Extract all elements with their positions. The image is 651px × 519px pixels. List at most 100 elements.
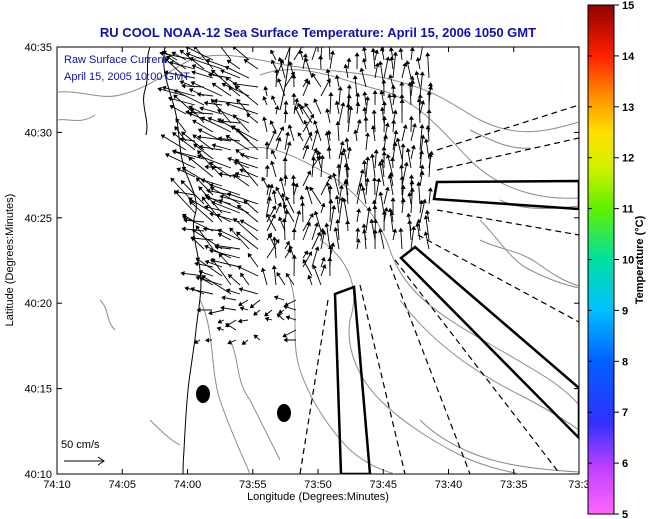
current-vector-arrow [302, 113, 315, 133]
current-vector-arrow [381, 151, 387, 169]
current-vector-arrow [227, 339, 237, 345]
current-vector-arrow [204, 337, 213, 343]
current-vector-arrow [361, 47, 367, 61]
current-vector-arrow [326, 129, 332, 142]
current-vector-arrow [235, 158, 259, 187]
current-vector-arrow [415, 222, 421, 241]
current-vector-arrow [392, 228, 398, 241]
current-vector-arrow [392, 129, 399, 151]
current-vector-arrow [355, 227, 361, 241]
colorbar-tick-label: 14 [622, 51, 635, 63]
current-vector-arrow [264, 316, 273, 322]
current-vector-arrow [189, 56, 223, 70]
current-vector-arrow [399, 98, 405, 124]
current-vector-arrow [427, 187, 433, 205]
current-vector-arrow [239, 219, 259, 232]
x-tick-label: 73:50 [304, 479, 332, 491]
current-vector-arrow [176, 167, 196, 178]
current-vector-arrow [232, 114, 250, 133]
current-vector-arrow [314, 148, 322, 169]
current-vector-arrow [324, 131, 331, 151]
current-vector-arrow [201, 196, 223, 223]
current-vector-arrow [300, 105, 313, 124]
current-vector-arrow [284, 248, 292, 259]
current-vector-arrow [341, 147, 349, 169]
current-vector-arrow [236, 204, 259, 223]
colorbar-tick-label: 13 [622, 102, 634, 114]
current-vector-arrow [328, 91, 334, 115]
colorbar-tick-label: 15 [622, 0, 634, 12]
current-vector-arrow [359, 67, 367, 88]
current-vector-arrow [266, 183, 274, 205]
current-vector-arrow [211, 143, 232, 151]
current-vector-arrow [275, 136, 282, 151]
current-vector-arrow [312, 264, 322, 286]
current-vector-arrow [320, 202, 326, 214]
current-vector-arrow [345, 103, 351, 124]
colorbar-ticks: 15 14 13 12 11 10 9 8 7 6 5 [588, 0, 635, 519]
current-vector-arrow [329, 242, 336, 259]
current-vector-arrow [231, 125, 259, 151]
current-vector-arrow [197, 154, 232, 169]
current-vector-arrow [225, 135, 250, 151]
current-vector-arrow [175, 118, 187, 133]
current-vector-arrow [319, 154, 325, 178]
current-vector-arrow [391, 119, 397, 133]
current-vector-arrow [409, 47, 415, 61]
current-vector-arrow [180, 180, 205, 205]
current-vector-arrow [253, 334, 261, 341]
y-axis-label: Latitude (Degrees:Minutes) [4, 194, 16, 327]
station-marker [277, 404, 291, 422]
current-vector-arrow [410, 123, 417, 142]
current-vector-arrow [343, 63, 349, 79]
current-vector-arrow [390, 84, 396, 97]
current-vector-arrow [313, 120, 322, 142]
current-vector-arrow [172, 132, 196, 151]
current-vector-arrow [291, 92, 297, 106]
current-vector-arrow [199, 106, 223, 115]
current-vector-arrow [238, 299, 249, 306]
current-vector-arrow [226, 192, 259, 205]
current-vector-arrow [392, 141, 398, 160]
current-vector-arrow [361, 223, 367, 250]
current-vector-arrow [352, 75, 358, 97]
current-vector-arrow [338, 140, 345, 160]
current-vector-arrow [284, 240, 290, 250]
current-vector-arrow [356, 182, 364, 205]
annotation-line1: Raw Surface Current: [64, 54, 170, 66]
current-vector-arrow [419, 198, 427, 223]
current-vector-arrow [423, 231, 430, 250]
current-vector-arrow [320, 230, 327, 250]
current-vector-arrow [364, 177, 370, 196]
current-vector-arrow [291, 74, 297, 88]
colorbar-tick-label: 6 [622, 458, 628, 470]
current-vector-arrow [241, 339, 249, 345]
current-vector-arrow [216, 326, 225, 332]
current-vector-arrow [369, 153, 376, 178]
current-vector-arrow [162, 50, 178, 61]
current-vector-arrow [185, 51, 205, 61]
current-vector-arrow [227, 156, 259, 169]
current-vector-arrow [271, 265, 277, 286]
current-vector-arrow [329, 205, 337, 232]
current-vector-arrow [304, 102, 313, 115]
current-vector-arrow [372, 89, 378, 106]
current-vector-arrow [270, 59, 277, 70]
current-vector-arrow [335, 219, 341, 241]
current-vector-arrow [196, 91, 214, 97]
current-vector-arrow [414, 70, 421, 88]
current-vector-arrow [407, 192, 413, 205]
current-vector-arrow [355, 238, 361, 250]
current-vector-arrow [425, 52, 431, 79]
current-vector-arrow [194, 261, 214, 268]
current-vector-arrow [372, 229, 378, 250]
x-tick-label: 74:10 [43, 479, 71, 491]
current-vector-arrow [345, 165, 351, 178]
current-vector-arrow [291, 228, 297, 241]
current-vector-arrow [374, 49, 379, 61]
current-vector-arrow [338, 102, 346, 124]
current-vector-arrow [302, 144, 310, 160]
current-vector-arrow [264, 309, 273, 317]
current-vector-arrow [264, 141, 270, 160]
current-vector-arrow [328, 47, 331, 61]
